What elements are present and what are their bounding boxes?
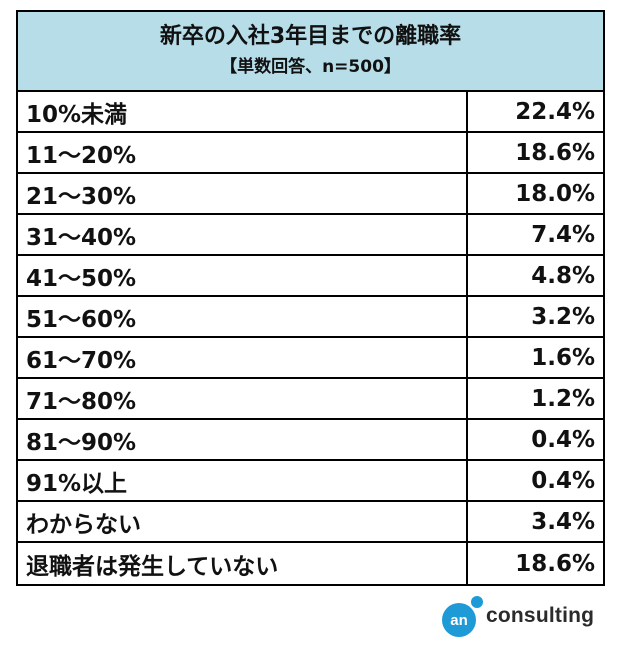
data-table: 新卒の入社3年目までの離職率 【単数回答、n=500】 10%未満 22.4% 11… <box>16 10 605 586</box>
row-label: 退職者は発生していない <box>18 543 468 584</box>
row-label: 41～50% <box>18 256 468 295</box>
row-value: 18.0% <box>515 180 595 207</box>
row-label: 10%未満 <box>18 92 468 131</box>
table-row: 71～80% 1.2% <box>18 379 603 420</box>
table-row: 退職者は発生していない 18.6% <box>18 543 603 584</box>
row-label: 51～60% <box>18 297 468 336</box>
logo-mark-text: an <box>450 612 468 629</box>
row-value: 18.6% <box>515 550 595 577</box>
row-label: 81～90% <box>18 420 468 459</box>
table-body: 10%未満 22.4% 11～20% 18.6% 21～30% 18.0% 31～40% 7.… <box>18 92 603 584</box>
chart-title: 新卒の入社3年目までの離職率 <box>159 24 462 49</box>
table-header: 新卒の入社3年目までの離職率 【単数回答、n=500】 <box>18 12 603 92</box>
chart-subtitle: 【単数回答、n=500】 <box>220 57 401 77</box>
table-row: 10%未満 22.4% <box>18 92 603 133</box>
row-label: わからない <box>18 502 468 541</box>
table-row: 21～30% 18.0% <box>18 174 603 215</box>
row-value: 3.4% <box>531 508 595 535</box>
table-row: 11～20% 18.6% <box>18 133 603 174</box>
row-label: 61～70% <box>18 338 468 377</box>
row-value: 7.4% <box>531 221 595 248</box>
table-row: 31～40% 7.4% <box>18 215 603 256</box>
row-value: 18.6% <box>515 139 595 166</box>
table-row: 51～60% 3.2% <box>18 297 603 338</box>
row-value: 22.4% <box>515 98 595 125</box>
table-row: 91%以上 0.4% <box>18 461 603 502</box>
row-value: 0.4% <box>531 426 595 453</box>
row-label: 11～20% <box>18 133 468 172</box>
table-row: わからない 3.4% <box>18 502 603 543</box>
row-label: 71～80% <box>18 379 468 418</box>
table-row: 41～50% 4.8% <box>18 256 603 297</box>
company-logo: an <box>442 596 483 637</box>
row-label: 31～40% <box>18 215 468 254</box>
table-row: 61～70% 1.6% <box>18 338 603 379</box>
row-value: 3.2% <box>531 303 595 330</box>
row-value: 4.8% <box>531 262 595 289</box>
table-row: 81～90% 0.4% <box>18 420 603 461</box>
row-value: 0.4% <box>531 467 595 494</box>
logo-circle-icon <box>442 603 476 637</box>
row-label: 21～30% <box>18 174 468 213</box>
logo-dot-icon <box>471 596 483 608</box>
row-label: 91%以上 <box>18 461 468 500</box>
row-value: 1.2% <box>531 385 595 412</box>
logo-text: consulting <box>486 604 595 627</box>
row-value: 1.6% <box>531 344 595 371</box>
